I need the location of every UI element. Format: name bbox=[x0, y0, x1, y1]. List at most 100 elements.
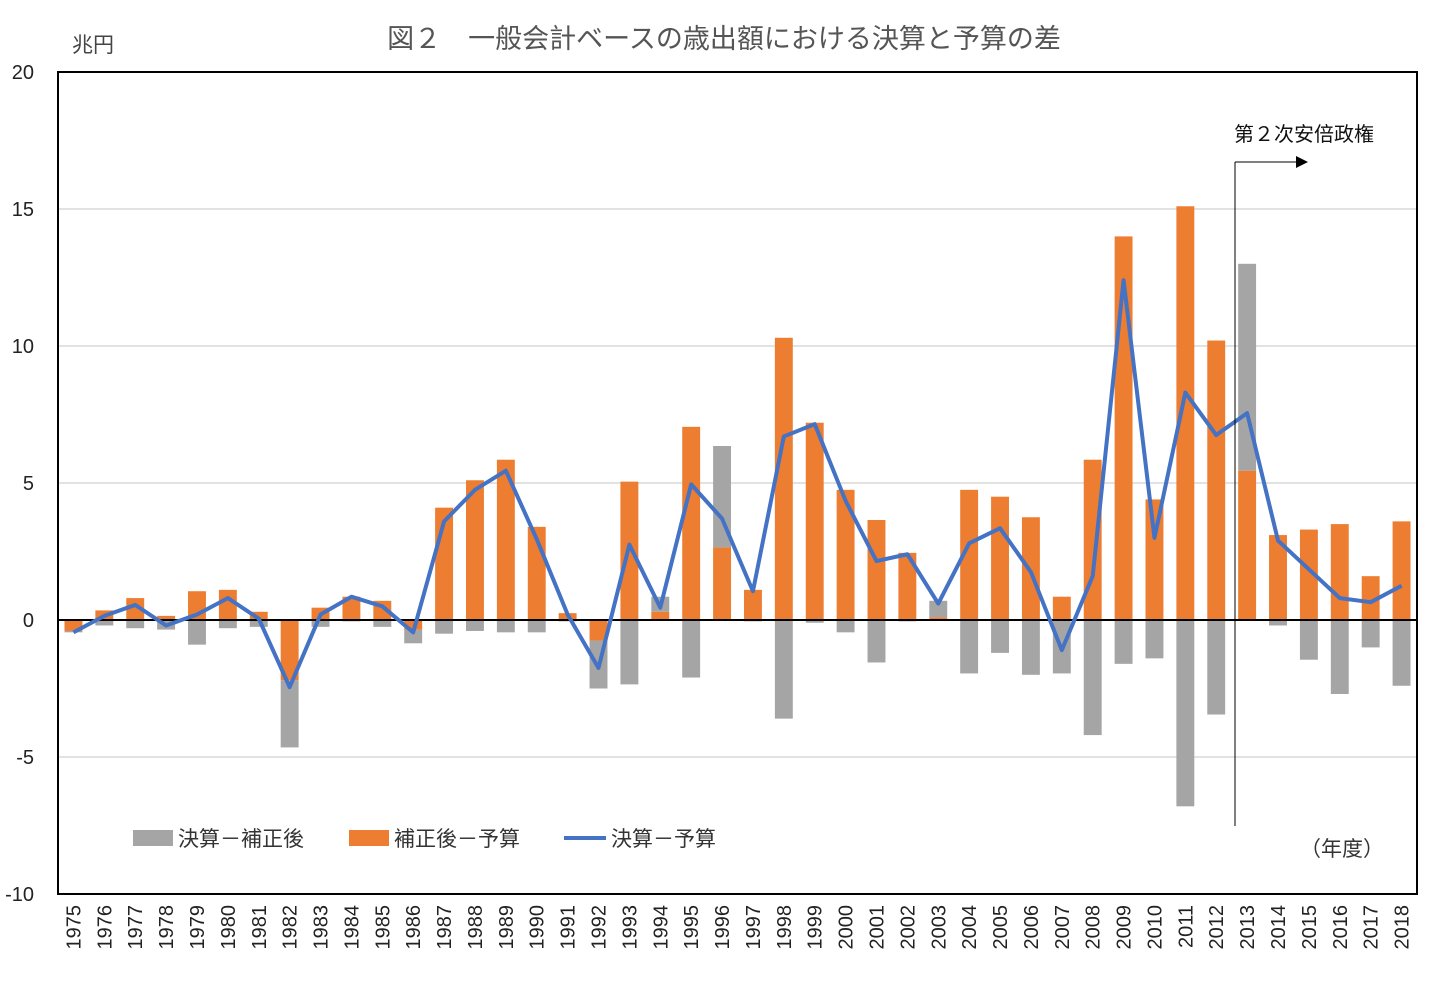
bar-orange bbox=[1269, 535, 1287, 620]
legend-swatch-orange bbox=[349, 830, 389, 846]
bar-orange bbox=[1083, 459, 1102, 620]
bar-gray bbox=[95, 620, 114, 626]
x-tick-label: 2016 bbox=[1330, 905, 1352, 950]
bar-gray bbox=[404, 629, 423, 644]
bar-orange bbox=[805, 422, 824, 620]
chart-title: 図２ 一般会計ベースの歳出額における決算と予算の差 bbox=[387, 24, 1061, 55]
x-tick-label: 1994 bbox=[650, 905, 672, 950]
bar-gray bbox=[1145, 620, 1164, 659]
bar-gray bbox=[527, 620, 546, 633]
bar-orange bbox=[1052, 596, 1071, 620]
bar-orange bbox=[1176, 206, 1195, 620]
x-tick-labels: 1975 1976 1977 1978 1979 1980 1981 1982 1983 1984… bbox=[63, 905, 1413, 950]
bar-gray bbox=[280, 680, 299, 748]
series-line-group bbox=[72, 278, 1403, 690]
bar-gray bbox=[1361, 620, 1380, 648]
x-tick-label: 1982 bbox=[280, 905, 302, 950]
y-tick-label: 20 bbox=[12, 62, 34, 84]
y-tick-label: 5 bbox=[23, 473, 34, 495]
x-tick-label: 1993 bbox=[619, 905, 641, 950]
x-tick-label: 2003 bbox=[928, 905, 950, 950]
legend-label-gray: 決算－補正後 bbox=[178, 827, 304, 851]
bar-gray bbox=[373, 620, 392, 627]
bar-orange bbox=[496, 459, 515, 620]
bar-orange bbox=[218, 589, 237, 620]
x-tick-label: 1988 bbox=[465, 905, 487, 950]
x-tick-label: 2012 bbox=[1206, 905, 1228, 950]
bar-orange bbox=[1392, 521, 1411, 620]
bar-gray bbox=[1269, 620, 1287, 626]
x-tick-label: 2007 bbox=[1052, 905, 1074, 950]
annotation: 第２次安倍政権 bbox=[1234, 122, 1374, 826]
bar-gray bbox=[682, 620, 701, 678]
x-tick-label: 1978 bbox=[156, 905, 178, 950]
x-tick-label: 1975 bbox=[63, 905, 85, 950]
bar-gray bbox=[126, 620, 145, 629]
x-tick-label: 2009 bbox=[1114, 905, 1136, 950]
bar-gray bbox=[218, 620, 237, 629]
bar-gray bbox=[620, 620, 639, 685]
x-tick-label: 2011 bbox=[1175, 905, 1197, 948]
bar-orange bbox=[126, 598, 145, 620]
x-tick-label: 1976 bbox=[94, 905, 116, 950]
bar-orange bbox=[249, 611, 268, 620]
x-tick-label: 2017 bbox=[1361, 905, 1383, 950]
bar-gray bbox=[1238, 263, 1257, 471]
bar-orange bbox=[743, 589, 762, 620]
bar-orange bbox=[651, 611, 670, 620]
x-tick-label: 1996 bbox=[712, 905, 734, 950]
bar-orange bbox=[1207, 340, 1226, 620]
bar-gray bbox=[960, 620, 979, 674]
y-tick-label: 10 bbox=[12, 336, 34, 358]
bar-gray bbox=[867, 620, 886, 663]
legend-label-orange: 補正後－予算 bbox=[394, 827, 520, 851]
legend-label-line: 決算－予算 bbox=[611, 827, 716, 851]
bar-orange bbox=[991, 496, 1009, 620]
bar-orange bbox=[929, 617, 948, 620]
bar-gray bbox=[188, 620, 206, 645]
bar-orange bbox=[1145, 499, 1164, 620]
bar-orange bbox=[682, 426, 701, 620]
x-tick-label: 2006 bbox=[1021, 905, 1043, 950]
x-tick-label: 1977 bbox=[125, 905, 147, 950]
bar-gray bbox=[805, 620, 824, 623]
bar-gray bbox=[836, 620, 855, 633]
bar-gray bbox=[496, 620, 515, 633]
bar-orange bbox=[774, 337, 793, 620]
x-tick-label: 1991 bbox=[558, 905, 580, 950]
x-tick-label: 1979 bbox=[187, 905, 209, 950]
x-tick-label: 1990 bbox=[527, 905, 549, 950]
bar-orange bbox=[280, 620, 299, 681]
x-tick-label: 2000 bbox=[836, 905, 858, 950]
x-tick-label: 1998 bbox=[774, 905, 796, 950]
bar-orange bbox=[157, 615, 176, 620]
bar-orange bbox=[898, 552, 917, 620]
bar-gray bbox=[311, 620, 330, 627]
bar-orange bbox=[342, 596, 361, 620]
bar-gray bbox=[435, 620, 454, 634]
x-tick-label: 1983 bbox=[311, 905, 333, 950]
bar-orange bbox=[64, 620, 83, 631]
annotation-arrowhead bbox=[1296, 156, 1308, 168]
bar-gray bbox=[1392, 620, 1411, 686]
x-tick-label: 1980 bbox=[218, 905, 240, 950]
bar-gray bbox=[1083, 620, 1102, 736]
bar-orange bbox=[1238, 470, 1257, 620]
bar-gray bbox=[1176, 620, 1195, 807]
x-tick-label: 1986 bbox=[403, 905, 425, 950]
x-tick-label: 2014 bbox=[1268, 905, 1290, 950]
y-tick-label: -10 bbox=[5, 884, 34, 906]
x-tick-label: 2001 bbox=[866, 905, 888, 950]
bar-gray bbox=[466, 620, 484, 631]
x-tick-label: 1995 bbox=[681, 905, 703, 950]
bar-orange bbox=[466, 480, 484, 620]
x-tick-label: 1987 bbox=[434, 905, 456, 950]
line-series bbox=[72, 278, 1403, 690]
x-tick-label: 1989 bbox=[496, 905, 518, 950]
x-tick-label: 2005 bbox=[990, 905, 1012, 950]
y-tick-labels: 20 15 10 5 0 -5 -10 bbox=[5, 62, 34, 906]
bar-gray bbox=[929, 600, 948, 618]
bar-gray bbox=[991, 620, 1009, 653]
bar-gray bbox=[1299, 620, 1318, 660]
